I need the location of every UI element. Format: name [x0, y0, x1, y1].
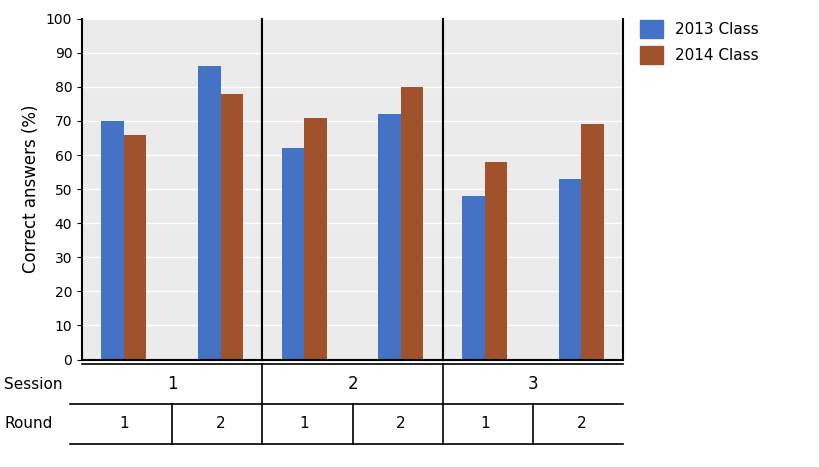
Text: 1: 1 [119, 416, 129, 432]
Y-axis label: Correct answers (%): Correct answers (%) [22, 105, 40, 273]
Text: 2: 2 [215, 416, 225, 432]
Bar [124, 134, 147, 360]
Bar [484, 162, 507, 360]
Text: 1: 1 [167, 375, 177, 393]
Bar [462, 196, 484, 360]
Bar [558, 179, 581, 360]
Bar [400, 87, 423, 360]
Bar [304, 118, 327, 360]
Text: Session: Session [4, 376, 62, 392]
Bar [581, 124, 603, 360]
Bar [220, 94, 242, 360]
Text: 2: 2 [347, 375, 357, 393]
Bar [197, 66, 220, 360]
Text: 1: 1 [299, 416, 309, 432]
Text: Round: Round [4, 416, 52, 432]
Text: 2: 2 [576, 416, 586, 432]
Bar [102, 121, 124, 360]
Bar [378, 114, 400, 360]
Text: 2: 2 [396, 416, 405, 432]
Text: 3: 3 [527, 375, 537, 393]
Text: 1: 1 [479, 416, 489, 432]
Bar [282, 148, 304, 360]
Legend: 2013 Class, 2014 Class: 2013 Class, 2014 Class [639, 20, 758, 64]
